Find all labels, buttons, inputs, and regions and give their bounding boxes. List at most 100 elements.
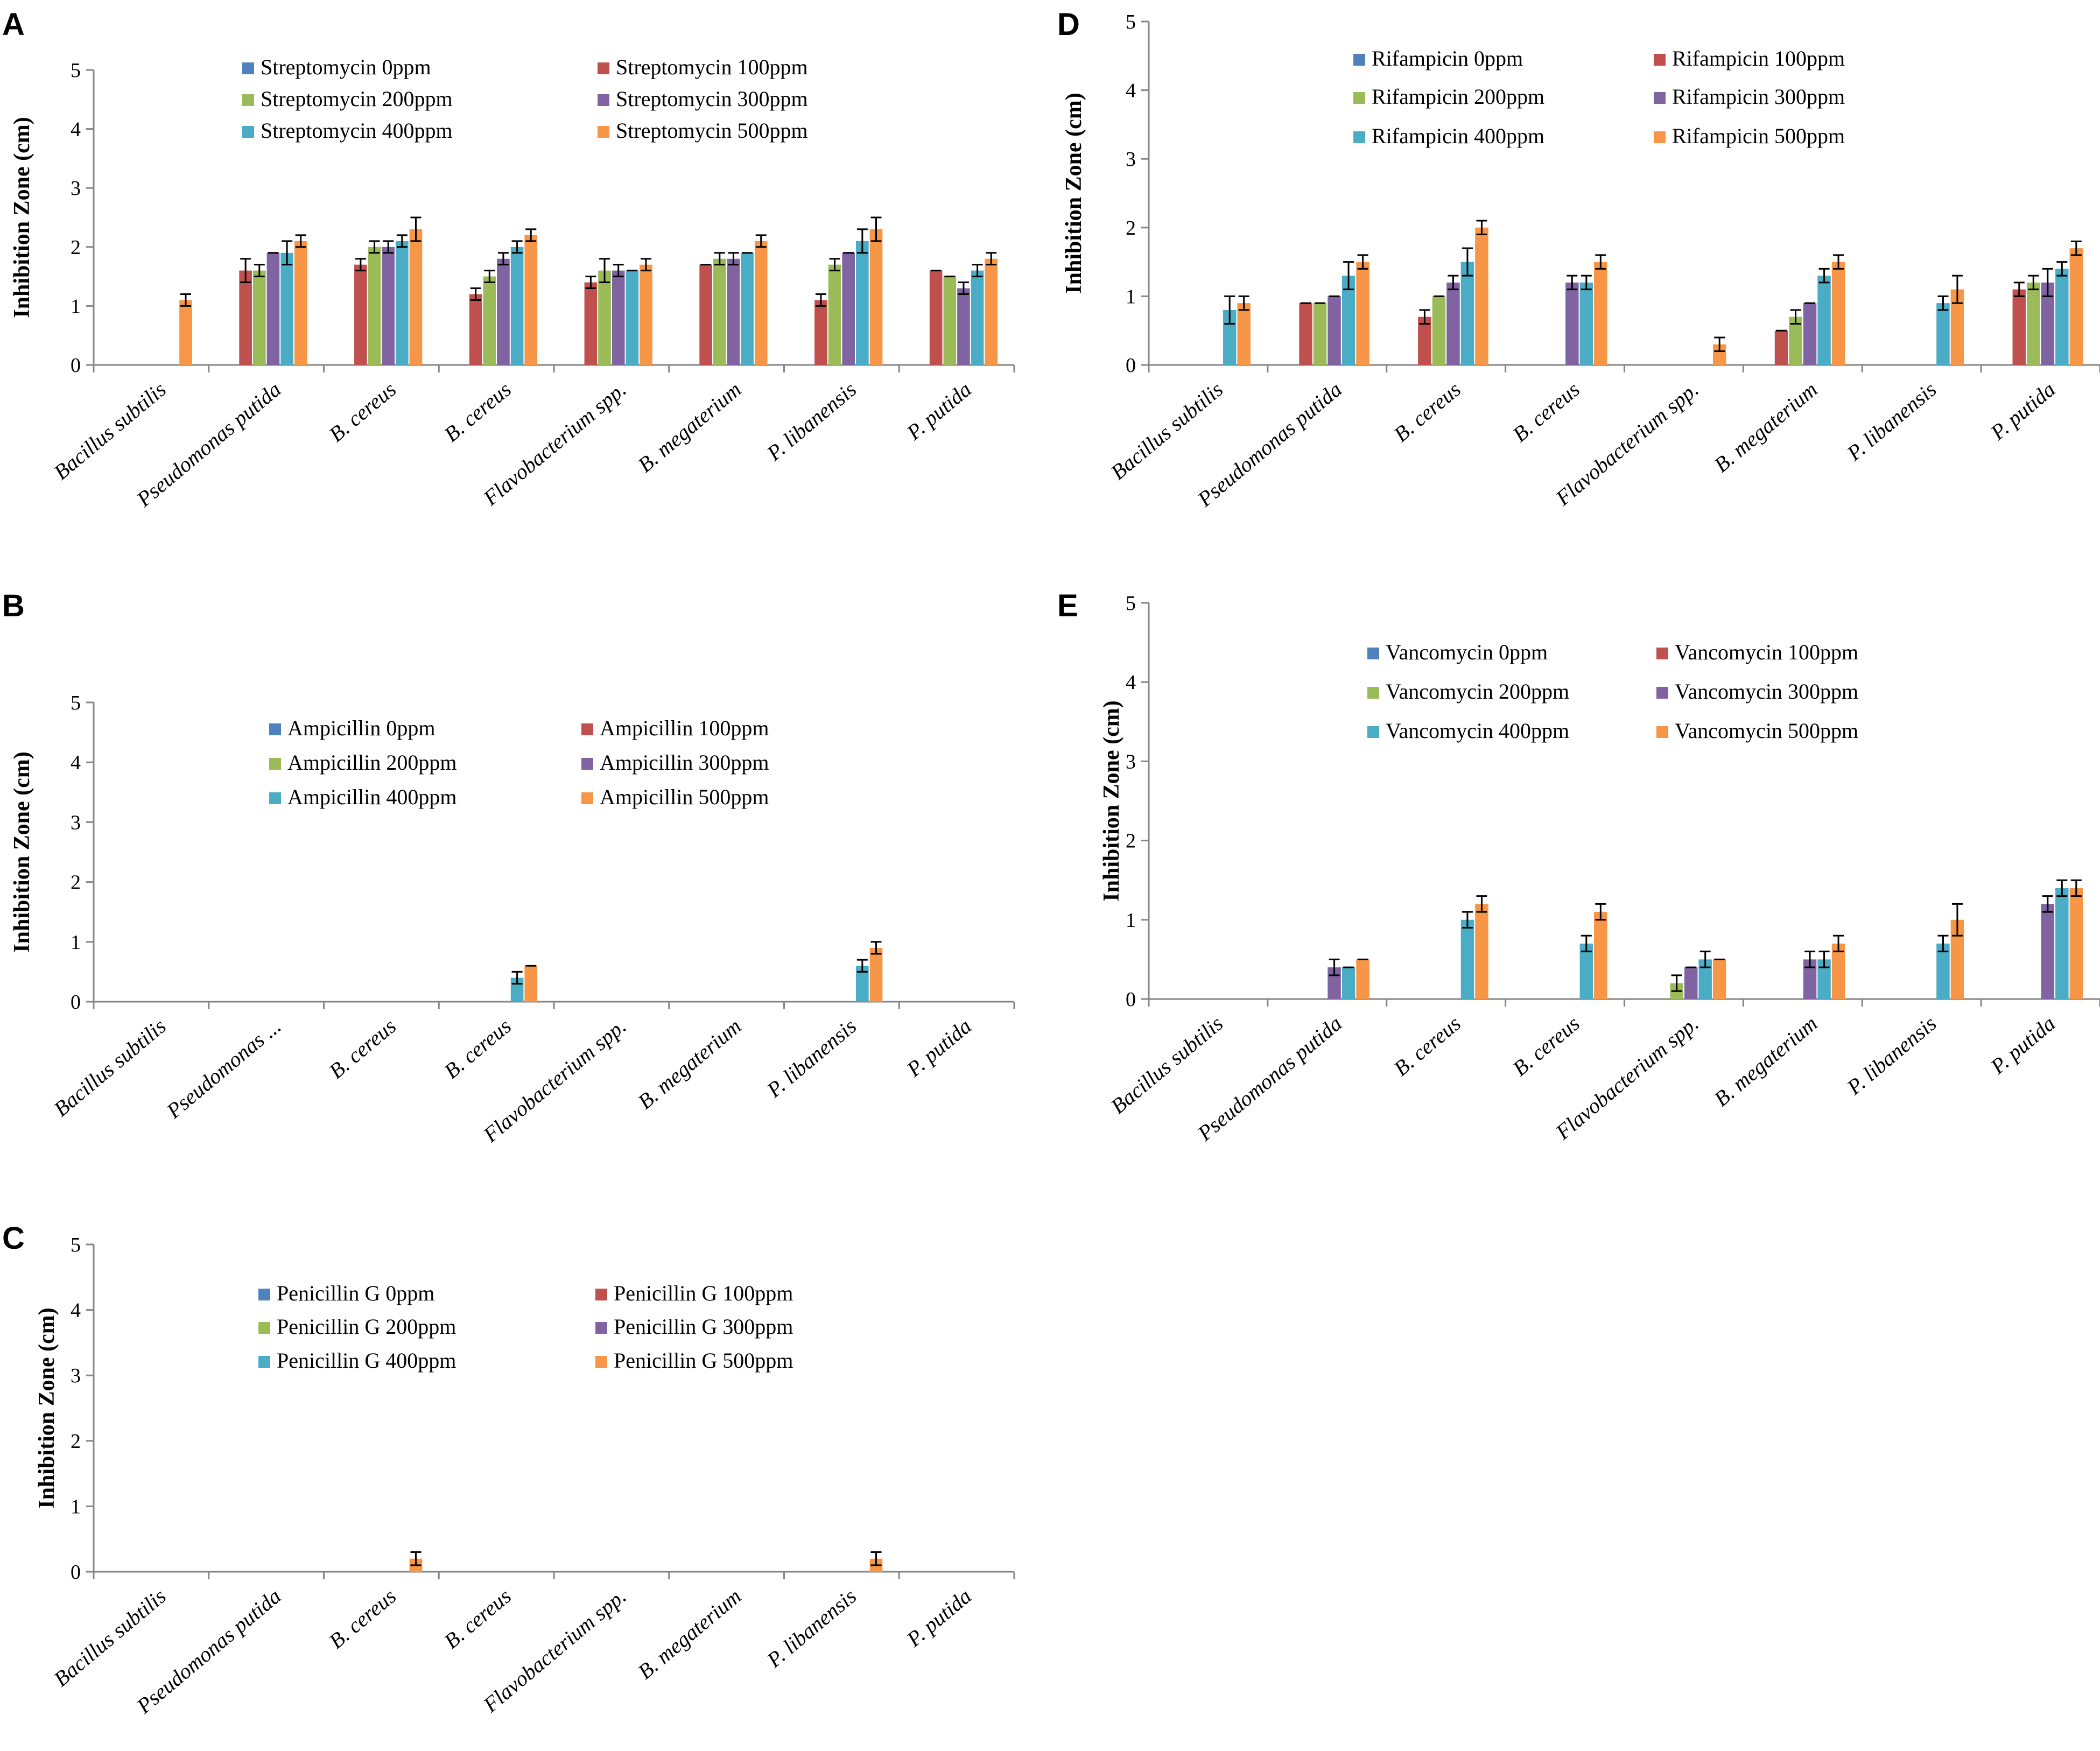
chart-panel-d: D 0 1 2 3 4 5 Inhibition Zone (cm) Bacillus subt… [1057, 7, 2100, 512]
category-label: P. libanensis [762, 377, 861, 466]
chart-panel-c: C 0 1 2 3 4 5 Inhibition Zone (cm) Bacillus subt… [2, 1221, 1015, 1719]
bar [699, 264, 712, 365]
bar [2027, 282, 2040, 365]
bar [469, 294, 482, 365]
bar [524, 235, 538, 365]
legend-swatch [598, 94, 609, 106]
category-label: B. cereus [439, 1584, 516, 1653]
legend-label: Streptomycin 400ppm [261, 118, 453, 143]
bar [2012, 289, 2026, 365]
y-tick-label: 4 [71, 1299, 81, 1322]
bar [409, 229, 423, 365]
bar [869, 229, 883, 365]
category-label: P. putida [1985, 377, 2060, 445]
bar [280, 252, 293, 365]
legend-swatch [1654, 131, 1666, 143]
bar [741, 252, 754, 365]
category-label: Bacillus subtilis [49, 1014, 171, 1121]
legend-swatch [595, 1322, 607, 1334]
legend-label: Penicillin G 500ppm [614, 1348, 793, 1373]
bar [1817, 276, 1831, 365]
chart-panel-b: B 0 1 2 3 4 5 Inhibition Zone (cm) Bacillus subt… [2, 588, 1015, 1147]
legend-swatch [595, 1356, 607, 1368]
legend-swatch [242, 94, 254, 106]
y-tick-label: 4 [1126, 80, 1136, 102]
bar [524, 966, 538, 1002]
bar [856, 241, 869, 365]
bar [869, 947, 883, 1002]
bar [2055, 269, 2069, 365]
category-label: Bacillus subtilis [1106, 377, 1228, 484]
category-label: B. cereus [439, 1014, 516, 1083]
category-label: B. megaterium [633, 377, 746, 477]
y-tick-label: 0 [1126, 988, 1136, 1011]
legend-label: Penicillin G 200ppm [277, 1314, 456, 1339]
y-tick-label: 2 [71, 236, 81, 259]
y-tick-label: 1 [1126, 285, 1136, 308]
bar [510, 247, 524, 365]
category-label: Bacillus subtilis [49, 377, 171, 484]
chart-panel-a: A 0 1 2 3 4 5 Inhibition Zone (cm) Bacillus subt… [2, 7, 1015, 512]
y-tick-label: 5 [71, 692, 81, 714]
bar [1299, 303, 1312, 365]
legend-swatch [1656, 648, 1668, 659]
legend-swatch [258, 1322, 270, 1334]
legend-label: Penicillin G 100ppm [614, 1281, 793, 1305]
category-label: B. cereus [1508, 377, 1584, 446]
legend-label: Rifampicin 100ppm [1672, 46, 1845, 71]
y-tick-label: 3 [71, 811, 81, 834]
panel-letter: A [2, 7, 25, 42]
legend-label: Vancomycin 300ppm [1675, 679, 1858, 704]
bar [626, 270, 639, 365]
y-axis-label: Inhibition Zone (cm) [1099, 700, 1124, 901]
bar [612, 270, 625, 365]
legend-swatch [1353, 92, 1365, 104]
bar [239, 270, 252, 365]
y-tick-label: 0 [1126, 354, 1136, 377]
y-tick-label: 3 [71, 1365, 81, 1387]
bar [1460, 919, 1474, 999]
panel-letter: C [2, 1221, 25, 1256]
category-label: P. libanensis [762, 1584, 861, 1672]
bar [1328, 296, 1341, 365]
bar [1475, 904, 1488, 999]
y-tick-label: 5 [71, 59, 81, 82]
category-label: B. megaterium [1709, 1011, 1822, 1111]
bar [368, 247, 381, 365]
bar [396, 241, 409, 365]
legend-swatch [269, 723, 281, 735]
bar [1831, 943, 1845, 999]
y-tick-label: 1 [71, 295, 81, 318]
legend-swatch [581, 758, 593, 770]
bar [584, 282, 598, 365]
legend-label: Rifampicin 500ppm [1672, 124, 1845, 148]
category-label: B. cereus [1389, 1011, 1465, 1080]
bar [1342, 276, 1355, 365]
legend-label: Rifampicin 200ppm [1372, 85, 1544, 109]
legend-label: Streptomycin 100ppm [616, 55, 808, 79]
bar [842, 252, 855, 365]
y-tick-label: 4 [1126, 671, 1136, 694]
legend-swatch [269, 758, 281, 770]
legend-label: Vancomycin 100ppm [1675, 640, 1858, 664]
bar [943, 276, 957, 365]
legend-label: Ampicillin 400ppm [287, 785, 456, 809]
bar [1803, 303, 1817, 365]
bar [1356, 959, 1369, 999]
bar [856, 966, 869, 1002]
legend-swatch [258, 1356, 270, 1368]
bar [2041, 904, 2055, 999]
bar [1831, 262, 1845, 365]
y-tick-label: 2 [1126, 830, 1136, 853]
category-label: P. putida [902, 377, 976, 445]
category-label: B. cereus [1508, 1011, 1584, 1080]
category-label: Bacillus subtilis [1106, 1011, 1228, 1118]
legend-swatch [269, 792, 281, 804]
y-axis-label: Inhibition Zone (cm) [1062, 93, 1086, 293]
bar [497, 258, 510, 365]
category-label: P. putida [902, 1014, 976, 1081]
category-label: B. cereus [1389, 377, 1465, 446]
y-tick-label: 1 [1126, 909, 1136, 932]
y-tick-label: 5 [1126, 11, 1136, 33]
legend-label: Penicillin G 300ppm [614, 1314, 793, 1339]
